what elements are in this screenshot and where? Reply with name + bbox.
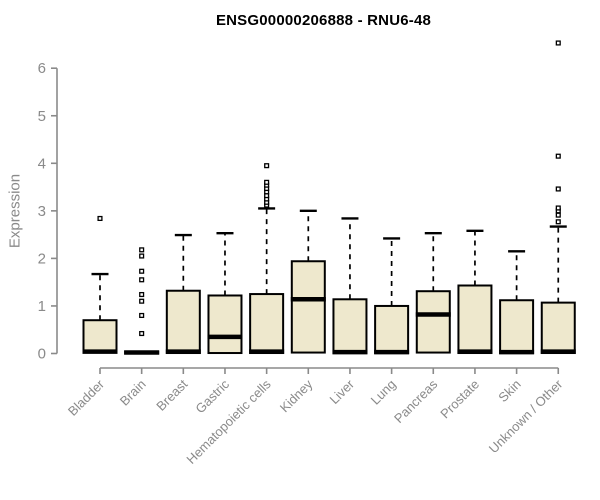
x-tick-label: Unknown / Other	[486, 376, 566, 456]
iqr-box	[415, 290, 451, 354]
boxplot-liver	[332, 217, 368, 355]
iqr-box	[207, 294, 243, 355]
x-tick-label: Breast	[153, 376, 190, 413]
x-tick-label: Bladder	[65, 376, 108, 419]
iqr-box	[499, 299, 535, 355]
boxplot-unknown-other	[540, 40, 576, 355]
boxplot-hematopoietic-cells	[249, 163, 285, 355]
chart-title: ENSG00000206888 - RNU6-48	[215, 12, 432, 29]
outlier-point	[97, 215, 103, 222]
x-tick-label: Skin	[495, 377, 523, 405]
outlier-point	[139, 277, 145, 283]
iqr-box	[332, 298, 368, 355]
outlier-point	[555, 219, 561, 225]
y-tick-label: 6	[38, 60, 46, 77]
x-tick-label: Prostate	[437, 377, 482, 422]
y-tick-label: 0	[38, 346, 46, 363]
x-tick-label: Brain	[117, 377, 149, 409]
boxplot-pancreas	[415, 231, 451, 354]
outlier-point	[555, 153, 561, 159]
boxplot-brain	[124, 247, 160, 355]
boxplot-breast	[165, 233, 201, 355]
boxplot-gastric	[207, 231, 243, 355]
outlier-point	[139, 268, 145, 274]
y-tick-label: 5	[38, 108, 46, 125]
iqr-box	[457, 284, 493, 355]
boxplot-kidney	[290, 209, 326, 354]
outlier-point	[139, 298, 145, 304]
x-tick-label: Gastric	[192, 376, 232, 416]
y-tick-label: 3	[38, 203, 46, 220]
outlier-point	[555, 186, 561, 192]
iqr-box	[249, 293, 285, 355]
outlier-point	[264, 179, 270, 185]
boxplot-prostate	[457, 229, 493, 355]
outlier-point	[139, 312, 145, 319]
y-axis-label: Expression	[6, 173, 24, 249]
iqr-box	[165, 289, 201, 355]
outlier-point	[139, 247, 145, 253]
x-tick-label: Lung	[368, 377, 399, 408]
outlier-point	[555, 212, 561, 218]
y-axis: 0 1 2 3 4 5 6	[38, 60, 58, 363]
iqr-box	[290, 260, 326, 354]
outlier-point	[555, 40, 561, 46]
x-tick-label: Liver	[327, 376, 358, 407]
boxplot-lung	[374, 237, 410, 355]
outlier-point	[139, 291, 145, 298]
y-tick-label: 2	[38, 250, 46, 267]
boxplot-bladder	[82, 215, 118, 354]
y-tick-label: 1	[38, 298, 46, 315]
outlier-point	[264, 163, 270, 169]
iqr-box	[374, 304, 410, 355]
boxplot-skin	[499, 250, 535, 355]
outlier-point	[139, 330, 145, 337]
y-tick-label: 4	[38, 155, 46, 172]
x-tick-label: Pancreas	[391, 376, 441, 426]
outlier-point	[139, 253, 145, 259]
iqr-box	[540, 301, 576, 355]
iqr-box	[82, 319, 118, 354]
x-tick-label: Kidney	[277, 376, 316, 415]
outlier-point	[555, 205, 561, 211]
